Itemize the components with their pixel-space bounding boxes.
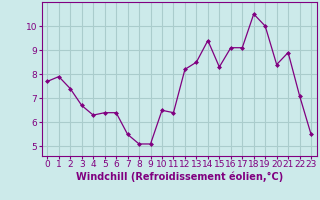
X-axis label: Windchill (Refroidissement éolien,°C): Windchill (Refroidissement éolien,°C) [76, 172, 283, 182]
